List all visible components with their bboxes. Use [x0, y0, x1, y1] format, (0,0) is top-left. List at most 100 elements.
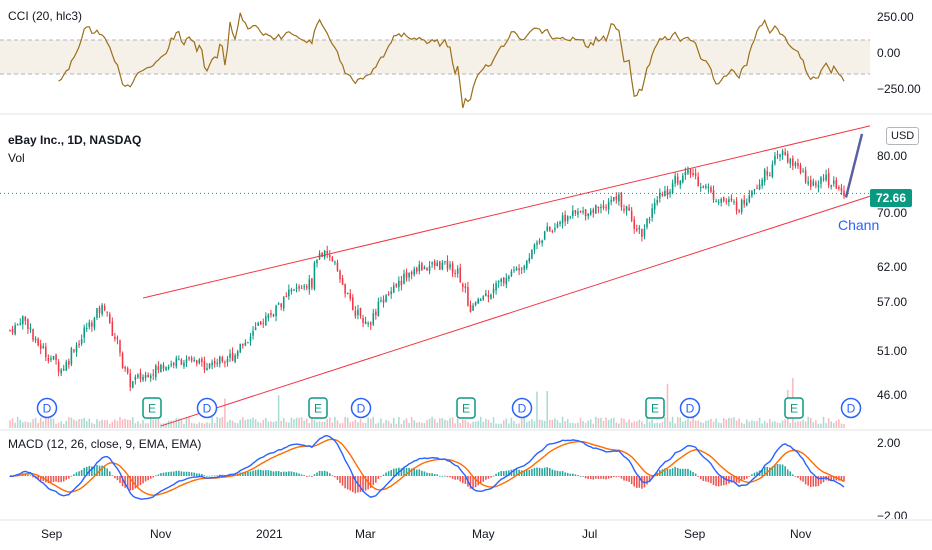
volume-bar — [551, 419, 554, 428]
candle-body — [392, 285, 395, 293]
volume-bar — [318, 421, 321, 428]
macd-histogram-bar — [190, 472, 193, 476]
candle-body — [835, 179, 838, 189]
macd-histogram-bar — [27, 474, 29, 476]
macd-histogram-bar — [103, 466, 106, 476]
candle-body — [543, 231, 546, 240]
candle-body — [134, 376, 137, 380]
volume-bar — [610, 418, 612, 428]
candle-body — [400, 280, 403, 286]
volume-bar — [132, 417, 134, 428]
macd-histogram-bar — [47, 476, 50, 484]
candle-body — [495, 283, 497, 291]
candle-body — [433, 261, 436, 266]
volume-bar — [735, 420, 738, 428]
macd-histogram-bar — [809, 476, 812, 488]
candle-body — [797, 162, 799, 167]
macd-histogram-bar — [456, 476, 459, 480]
volume-bar — [103, 420, 106, 428]
volume-bar — [147, 423, 149, 428]
volume-bar — [717, 422, 720, 428]
candle-body — [372, 313, 375, 325]
macd-histogram-bar — [219, 474, 221, 476]
volume-bar — [605, 417, 607, 428]
macd-histogram-bar — [254, 470, 257, 476]
macd-histogram-bar — [203, 475, 206, 477]
candle-body — [170, 364, 172, 366]
candle-body — [224, 362, 226, 364]
candle-body — [121, 353, 124, 368]
macd-histogram-bar — [769, 467, 771, 476]
volume-bar — [170, 420, 172, 428]
volume-bar — [738, 418, 740, 428]
candle-body — [725, 200, 728, 202]
dividend-marker-circle — [840, 397, 862, 419]
currency-button[interactable]: USD — [886, 127, 920, 145]
volume-bar — [114, 419, 116, 428]
macd-histogram-bar — [60, 476, 62, 483]
macd-histogram-bar — [303, 475, 305, 476]
volume-bar — [88, 418, 91, 428]
candle-body — [531, 250, 533, 259]
candle-body — [607, 201, 610, 210]
volume-bar — [505, 418, 508, 428]
volume-bar — [55, 423, 57, 428]
candle-body — [282, 297, 285, 309]
macd-histogram-bar — [436, 474, 439, 476]
candle-body — [390, 291, 392, 294]
macd-histogram-bar — [208, 475, 211, 477]
macd-histogram-bar — [538, 467, 541, 476]
macd-histogram-bar — [73, 474, 75, 476]
volume-bar — [733, 417, 735, 428]
candle-body — [674, 175, 676, 184]
candle-body — [528, 258, 531, 262]
macd-histogram-bar — [702, 476, 705, 481]
macd-histogram-bar — [771, 466, 774, 476]
volume-bar — [377, 422, 380, 428]
candle-body — [375, 311, 377, 316]
macd-histogram-bar — [193, 472, 195, 476]
macd-histogram-bar — [679, 468, 682, 476]
volume-bar — [262, 420, 265, 428]
macd-histogram-bar — [817, 476, 820, 487]
volume-bar — [70, 417, 73, 428]
marker-letter: D — [357, 402, 366, 416]
volume-bar — [380, 418, 382, 428]
volume-bar — [93, 423, 96, 428]
candle-body — [339, 270, 341, 280]
volume-bar — [589, 419, 592, 428]
candle-body — [467, 287, 469, 306]
macd-histogram-bar — [536, 467, 538, 476]
macd-histogram-bar — [68, 476, 70, 479]
macd-histogram-bar — [321, 471, 323, 476]
volume-bar — [211, 417, 213, 428]
candle-body — [656, 199, 659, 204]
macd-histogram-bar — [584, 476, 587, 479]
macd-histogram-bar — [119, 476, 121, 483]
candle-body — [323, 250, 326, 258]
volume-bar — [270, 421, 272, 428]
macd-histogram-bar — [495, 473, 497, 476]
volume-bar — [329, 417, 331, 428]
candle-body — [735, 201, 738, 211]
candle-body — [825, 174, 827, 181]
candle-body — [710, 187, 712, 192]
macd-histogram-bar — [346, 476, 349, 490]
volume-bar — [259, 422, 262, 428]
channel-upper-line — [142, 125, 871, 299]
macd-histogram-bar — [479, 476, 482, 484]
candle-body — [70, 348, 73, 365]
volume-bar — [313, 419, 316, 428]
macd-histogram-bar — [832, 476, 835, 480]
macd-histogram-bar — [633, 476, 635, 487]
candle-body — [659, 192, 661, 199]
candle-body — [57, 361, 60, 372]
grid-layer — [0, 113, 932, 521]
volume-bar — [508, 423, 510, 428]
volume-bar — [623, 418, 625, 428]
macd-histogram-bar — [812, 476, 815, 487]
macd-histogram-bar — [311, 476, 313, 477]
macd-histogram-bar — [298, 473, 300, 476]
candle-body — [761, 179, 763, 186]
